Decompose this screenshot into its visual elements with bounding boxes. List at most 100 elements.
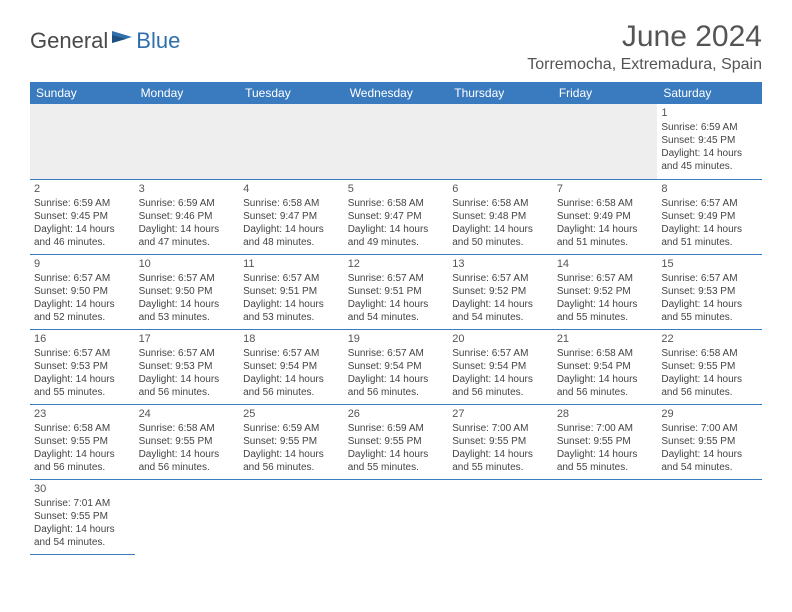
- calendar-week-row: 16Sunrise: 6:57 AMSunset: 9:53 PMDayligh…: [30, 329, 762, 404]
- daylight-text: Daylight: 14 hours and 56 minutes.: [557, 373, 654, 399]
- sunrise-text: Sunrise: 6:59 AM: [661, 121, 758, 134]
- calendar-body: 1Sunrise: 6:59 AMSunset: 9:45 PMDaylight…: [30, 104, 762, 554]
- weekday-header: Sunday: [30, 82, 135, 104]
- day-number: 10: [139, 257, 236, 271]
- calendar-table: SundayMondayTuesdayWednesdayThursdayFrid…: [30, 82, 762, 555]
- title-block: June 2024 Torremocha, Extremadura, Spain: [527, 20, 762, 74]
- sunrise-text: Sunrise: 6:58 AM: [557, 197, 654, 210]
- daylight-text: Daylight: 14 hours and 56 minutes.: [243, 373, 340, 399]
- daylight-text: Daylight: 14 hours and 55 minutes.: [557, 298, 654, 324]
- calendar-week-row: 9Sunrise: 6:57 AMSunset: 9:50 PMDaylight…: [30, 254, 762, 329]
- sunrise-text: Sunrise: 7:00 AM: [557, 422, 654, 435]
- sunset-text: Sunset: 9:52 PM: [557, 285, 654, 298]
- sunset-text: Sunset: 9:54 PM: [557, 360, 654, 373]
- sunset-text: Sunset: 9:49 PM: [557, 210, 654, 223]
- sunset-text: Sunset: 9:55 PM: [243, 435, 340, 448]
- calendar-empty-cell: [448, 479, 553, 554]
- calendar-day-cell: 23Sunrise: 6:58 AMSunset: 9:55 PMDayligh…: [30, 404, 135, 479]
- calendar-page: General Blue June 2024 Torremocha, Extre…: [0, 0, 792, 575]
- calendar-empty-cell: [135, 104, 240, 179]
- sunrise-text: Sunrise: 6:57 AM: [243, 272, 340, 285]
- day-number: 22: [661, 332, 758, 346]
- sunrise-text: Sunrise: 6:57 AM: [139, 347, 236, 360]
- calendar-day-cell: 27Sunrise: 7:00 AMSunset: 9:55 PMDayligh…: [448, 404, 553, 479]
- logo-text-general: General: [30, 28, 108, 54]
- calendar-day-cell: 25Sunrise: 6:59 AMSunset: 9:55 PMDayligh…: [239, 404, 344, 479]
- calendar-day-cell: 14Sunrise: 6:57 AMSunset: 9:52 PMDayligh…: [553, 254, 658, 329]
- calendar-empty-cell: [553, 104, 658, 179]
- calendar-week-row: 2Sunrise: 6:59 AMSunset: 9:45 PMDaylight…: [30, 179, 762, 254]
- day-number: 14: [557, 257, 654, 271]
- sunrise-text: Sunrise: 6:57 AM: [34, 347, 131, 360]
- calendar-day-cell: 15Sunrise: 6:57 AMSunset: 9:53 PMDayligh…: [657, 254, 762, 329]
- day-number: 28: [557, 407, 654, 421]
- calendar-day-cell: 20Sunrise: 6:57 AMSunset: 9:54 PMDayligh…: [448, 329, 553, 404]
- calendar-day-cell: 13Sunrise: 6:57 AMSunset: 9:52 PMDayligh…: [448, 254, 553, 329]
- sunset-text: Sunset: 9:53 PM: [34, 360, 131, 373]
- daylight-text: Daylight: 14 hours and 49 minutes.: [348, 223, 445, 249]
- sunset-text: Sunset: 9:55 PM: [661, 435, 758, 448]
- day-number: 17: [139, 332, 236, 346]
- sunset-text: Sunset: 9:55 PM: [348, 435, 445, 448]
- calendar-day-cell: 3Sunrise: 6:59 AMSunset: 9:46 PMDaylight…: [135, 179, 240, 254]
- sunrise-text: Sunrise: 6:57 AM: [348, 272, 445, 285]
- calendar-day-cell: 4Sunrise: 6:58 AMSunset: 9:47 PMDaylight…: [239, 179, 344, 254]
- daylight-text: Daylight: 14 hours and 45 minutes.: [661, 147, 758, 173]
- day-number: 29: [661, 407, 758, 421]
- daylight-text: Daylight: 14 hours and 47 minutes.: [139, 223, 236, 249]
- header: General Blue June 2024 Torremocha, Extre…: [30, 20, 762, 74]
- calendar-day-cell: 5Sunrise: 6:58 AMSunset: 9:47 PMDaylight…: [344, 179, 449, 254]
- day-number: 23: [34, 407, 131, 421]
- daylight-text: Daylight: 14 hours and 55 minutes.: [452, 448, 549, 474]
- daylight-text: Daylight: 14 hours and 55 minutes.: [34, 373, 131, 399]
- daylight-text: Daylight: 14 hours and 56 minutes.: [34, 448, 131, 474]
- calendar-day-cell: 29Sunrise: 7:00 AMSunset: 9:55 PMDayligh…: [657, 404, 762, 479]
- sunset-text: Sunset: 9:47 PM: [243, 210, 340, 223]
- calendar-empty-cell: [344, 104, 449, 179]
- sunset-text: Sunset: 9:50 PM: [34, 285, 131, 298]
- sunset-text: Sunset: 9:55 PM: [452, 435, 549, 448]
- calendar-day-cell: 8Sunrise: 6:57 AMSunset: 9:49 PMDaylight…: [657, 179, 762, 254]
- day-number: 2: [34, 182, 131, 196]
- calendar-day-cell: 9Sunrise: 6:57 AMSunset: 9:50 PMDaylight…: [30, 254, 135, 329]
- weekday-header: Friday: [553, 82, 658, 104]
- calendar-empty-cell: [30, 104, 135, 179]
- sunrise-text: Sunrise: 6:57 AM: [243, 347, 340, 360]
- daylight-text: Daylight: 14 hours and 55 minutes.: [661, 298, 758, 324]
- calendar-empty-cell: [344, 479, 449, 554]
- day-number: 1: [661, 106, 758, 120]
- calendar-day-cell: 21Sunrise: 6:58 AMSunset: 9:54 PMDayligh…: [553, 329, 658, 404]
- calendar-empty-cell: [448, 104, 553, 179]
- day-number: 3: [139, 182, 236, 196]
- calendar-empty-cell: [657, 479, 762, 554]
- day-number: 9: [34, 257, 131, 271]
- sunrise-text: Sunrise: 6:57 AM: [452, 347, 549, 360]
- day-number: 16: [34, 332, 131, 346]
- sunrise-text: Sunrise: 6:58 AM: [557, 347, 654, 360]
- sunrise-text: Sunrise: 7:01 AM: [34, 497, 131, 510]
- sunset-text: Sunset: 9:55 PM: [661, 360, 758, 373]
- day-number: 13: [452, 257, 549, 271]
- daylight-text: Daylight: 14 hours and 53 minutes.: [243, 298, 340, 324]
- sunrise-text: Sunrise: 6:57 AM: [661, 197, 758, 210]
- sunrise-text: Sunrise: 6:57 AM: [452, 272, 549, 285]
- sunset-text: Sunset: 9:47 PM: [348, 210, 445, 223]
- sunset-text: Sunset: 9:51 PM: [348, 285, 445, 298]
- sunrise-text: Sunrise: 6:58 AM: [348, 197, 445, 210]
- sunset-text: Sunset: 9:48 PM: [452, 210, 549, 223]
- day-number: 11: [243, 257, 340, 271]
- day-number: 30: [34, 482, 131, 496]
- sunrise-text: Sunrise: 6:58 AM: [452, 197, 549, 210]
- sunset-text: Sunset: 9:55 PM: [139, 435, 236, 448]
- sunrise-text: Sunrise: 6:58 AM: [243, 197, 340, 210]
- day-number: 15: [661, 257, 758, 271]
- day-number: 19: [348, 332, 445, 346]
- logo-text-blue: Blue: [136, 28, 180, 54]
- daylight-text: Daylight: 14 hours and 48 minutes.: [243, 223, 340, 249]
- sunrise-text: Sunrise: 6:58 AM: [661, 347, 758, 360]
- day-number: 12: [348, 257, 445, 271]
- daylight-text: Daylight: 14 hours and 52 minutes.: [34, 298, 131, 324]
- sunrise-text: Sunrise: 6:59 AM: [348, 422, 445, 435]
- sunset-text: Sunset: 9:55 PM: [34, 510, 131, 523]
- sunset-text: Sunset: 9:54 PM: [348, 360, 445, 373]
